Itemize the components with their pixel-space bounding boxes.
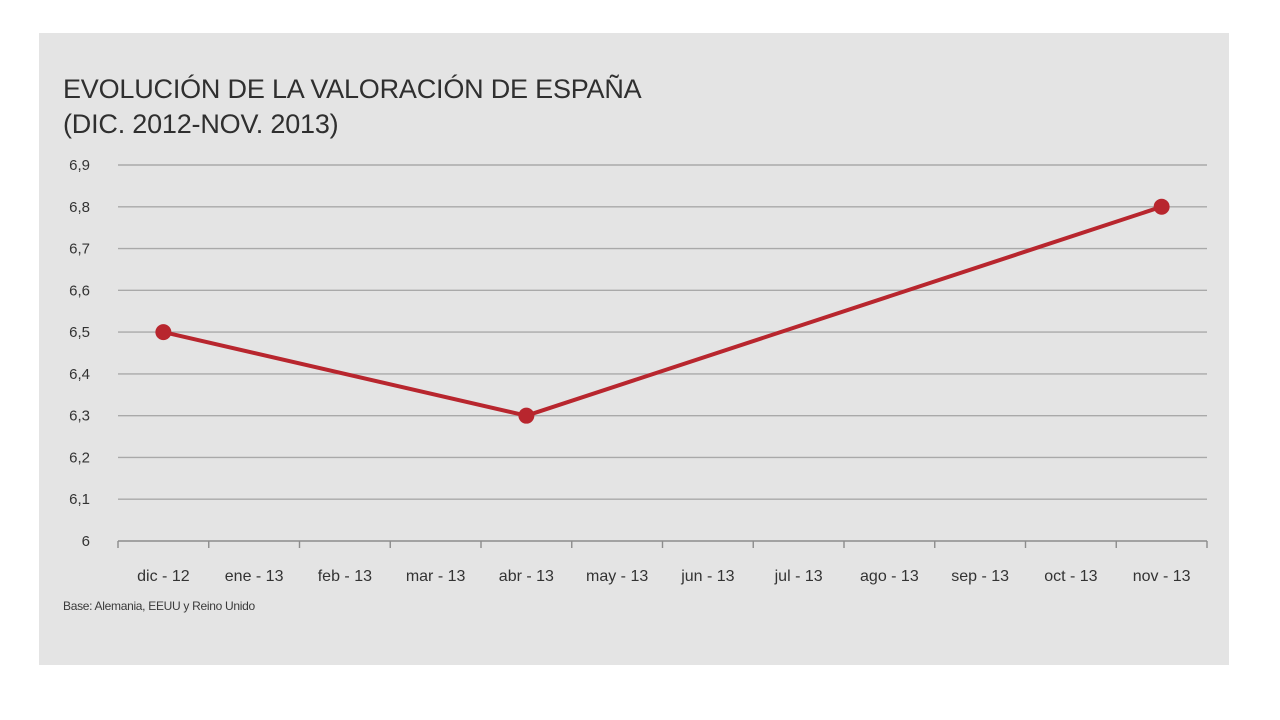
y-tick-labels: 6 6,1 6,2 6,3 6,4 6,5 6,6 6,7 6,8 6,9 bbox=[69, 157, 90, 550]
data-point bbox=[518, 407, 535, 424]
x-tick-labels: dic - 12 ene - 13 feb - 13 mar - 13 abr - 13… bbox=[137, 568, 1190, 585]
x-tick-label: feb - 13 bbox=[318, 568, 372, 585]
chart-title: EVOLUCIÓN DE LA VALORACIÓN DE ESPAÑA (DI… bbox=[63, 72, 642, 142]
data-line bbox=[161, 204, 1164, 418]
series-line bbox=[161, 204, 1164, 418]
y-tick-label: 6,9 bbox=[69, 157, 90, 174]
data-point bbox=[155, 324, 172, 341]
gridlines bbox=[118, 164, 1207, 500]
data-point bbox=[1153, 198, 1170, 215]
y-tick-label: 6 bbox=[82, 533, 90, 550]
x-tick-label: oct - 13 bbox=[1044, 568, 1097, 585]
x-tick-label: nov - 13 bbox=[1133, 568, 1191, 585]
source-note: Base: Alemania, EEUU y Reino Unido bbox=[63, 599, 255, 613]
y-tick-label: 6,8 bbox=[69, 199, 90, 216]
x-tick-label: mar - 13 bbox=[406, 568, 466, 585]
y-tick-label: 6,2 bbox=[69, 449, 90, 466]
x-tick-label: jun - 13 bbox=[680, 568, 734, 585]
y-tick-label: 6,5 bbox=[69, 324, 90, 341]
y-tick-label: 6,1 bbox=[69, 491, 90, 508]
x-tick-label: sep - 13 bbox=[951, 568, 1009, 585]
x-tick-label: abr - 13 bbox=[499, 568, 554, 585]
y-tick-label: 6,4 bbox=[69, 366, 90, 383]
chart-subtitle: (DIC. 2012-NOV. 2013) bbox=[63, 109, 339, 139]
y-tick-label: 6,3 bbox=[69, 408, 90, 425]
x-axis bbox=[117, 540, 1208, 548]
x-tick-label: may - 13 bbox=[586, 568, 648, 585]
x-tick-label: ene - 13 bbox=[225, 568, 284, 585]
x-tick-label: ago - 13 bbox=[860, 568, 919, 585]
y-tick-label: 6,7 bbox=[69, 241, 90, 258]
x-tick-label: jul - 13 bbox=[774, 568, 823, 585]
y-tick-label: 6,6 bbox=[69, 282, 90, 299]
series-points bbox=[155, 198, 1170, 424]
x-tick-label: dic - 12 bbox=[137, 568, 190, 585]
chart-title-line: EVOLUCIÓN DE LA VALORACIÓN DE ESPAÑA bbox=[63, 74, 642, 104]
